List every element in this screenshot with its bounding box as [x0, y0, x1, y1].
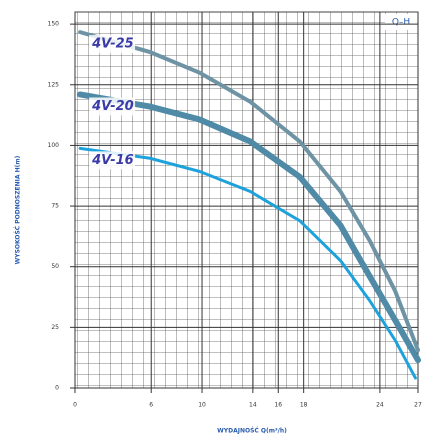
- series-label: 4V-20: [91, 99, 134, 114]
- series-line: [77, 91, 421, 364]
- x-tick-label: 6: [149, 402, 153, 409]
- x-tick-label: 10: [198, 402, 206, 409]
- x-tick-label: 27: [414, 402, 422, 409]
- y-tick-label: 50: [51, 263, 59, 270]
- y-tick-label: 0: [55, 385, 59, 392]
- x-tick-label: 24: [376, 402, 384, 409]
- y-tick-label: 150: [48, 21, 60, 28]
- y-tick-label: 125: [48, 81, 60, 88]
- title-box: [385, 14, 417, 30]
- series-label-box: [89, 35, 136, 54]
- chart-title: Q–H: [392, 18, 410, 28]
- x-tick-label: 18: [300, 402, 308, 409]
- x-axis-title: WYDAJNOŚĆ Q(m³/h): [217, 428, 287, 435]
- y-tick-label: 100: [48, 142, 60, 149]
- series-line: [78, 30, 420, 353]
- series-label: 4V-16: [91, 153, 134, 168]
- y-tick-label: 25: [51, 324, 59, 331]
- series-label-box: [89, 151, 136, 170]
- series-label-box: [89, 97, 136, 116]
- x-tick-label: 14: [249, 402, 257, 409]
- series-label: 4V-25: [91, 37, 134, 52]
- series-line: [78, 146, 417, 380]
- x-tick-label: 16: [274, 402, 282, 409]
- y-axis-title: WYSOKOŚĆ PODNOSZENIA H(m): [15, 155, 22, 264]
- plot-grid: [74, 11, 419, 389]
- y-tick-label: 75: [51, 203, 59, 210]
- x-tick-label: 0: [73, 402, 77, 409]
